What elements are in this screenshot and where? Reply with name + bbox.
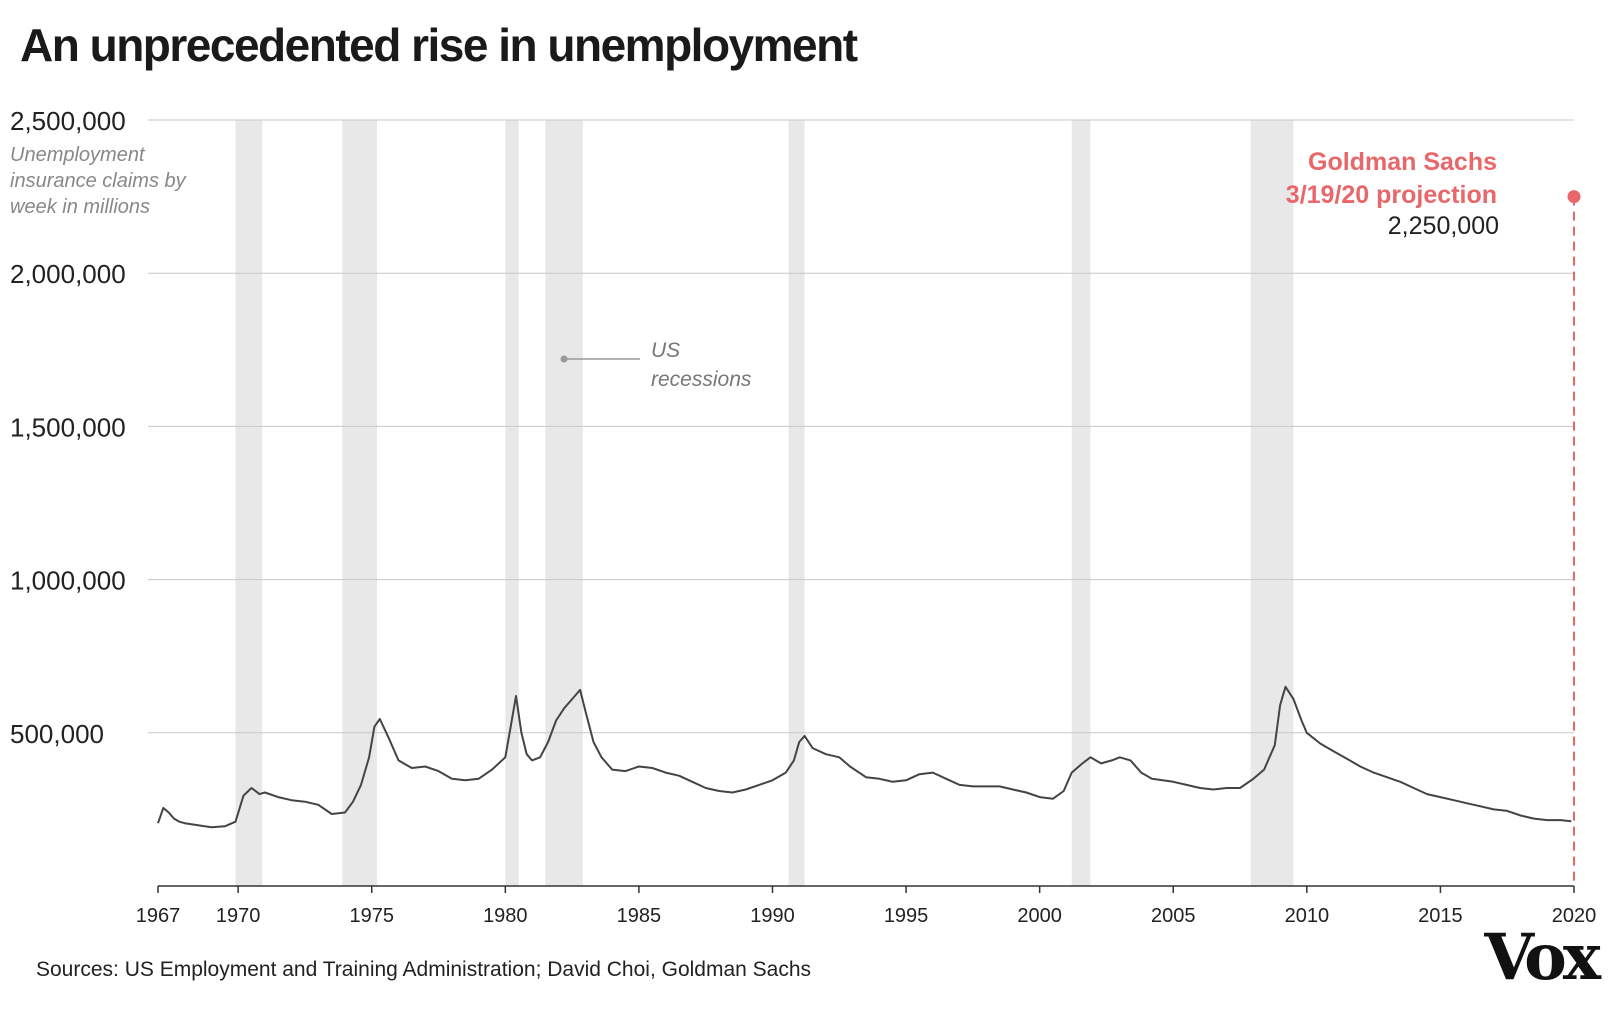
x-tick-label: 2005 [1151, 905, 1196, 927]
x-tick-label: 1980 [483, 905, 528, 927]
projection-title-line2: 3/19/20 projection [1285, 181, 1497, 209]
x-tick-label: 1985 [617, 905, 662, 927]
projection-title-line1: Goldman Sachs [1308, 148, 1497, 176]
x-tick-label: 1967 [136, 905, 181, 927]
y-axis-ticks: 500,000 1,000,000 1,500,000 2,000,000 2,500,… [10, 106, 126, 749]
series-line-claims [157, 685, 1572, 829]
x-tick-label: 2020 [1552, 905, 1597, 927]
projection-value: 2,250,000 [1387, 212, 1499, 240]
y-tick-label: 2,000,000 [10, 259, 126, 289]
y-axis-label: Unemployment insurance claims by week in… [10, 144, 186, 218]
y-tick-label: 1,500,000 [10, 412, 126, 442]
y-tick-label: 1,000,000 [10, 566, 126, 596]
x-tick-label: 2015 [1418, 905, 1463, 927]
recession-band-5 [1071, 120, 1091, 886]
x-tick-label: 1975 [349, 905, 394, 927]
vox-logo: Vox [1484, 920, 1601, 995]
x-axis: 1967 1970 1975 1980 1985 1990 1995 2000 2005 2010… [136, 885, 1597, 927]
recession-band-0 [235, 120, 263, 886]
recession-band-2 [505, 120, 519, 886]
recession-label: US recessions [651, 339, 752, 391]
recession-band-1 [342, 120, 378, 886]
projection-point [1567, 190, 1581, 204]
x-tick-label: 2010 [1285, 905, 1330, 927]
y-tick-label: 2,500,000 [10, 106, 126, 136]
recession-band-4 [788, 120, 805, 886]
x-tick-label: 1970 [216, 905, 261, 927]
recession-band-6 [1250, 120, 1294, 886]
y-tick-label: 500,000 [10, 719, 104, 749]
chart-title: An unprecedented rise in unemployment [20, 19, 858, 71]
recession-band-3 [545, 120, 583, 886]
source-note: Sources: US Employment and Training Admi… [36, 958, 812, 981]
recession-bands [235, 120, 1294, 886]
projection-marker [1567, 190, 1581, 886]
x-tick-label: 1990 [750, 905, 795, 927]
data-series [157, 685, 1572, 829]
grid-lines [148, 119, 1574, 734]
recession-callout [560, 355, 640, 363]
x-tick-label: 2000 [1017, 905, 1062, 927]
x-tick-label: 1995 [884, 905, 929, 927]
